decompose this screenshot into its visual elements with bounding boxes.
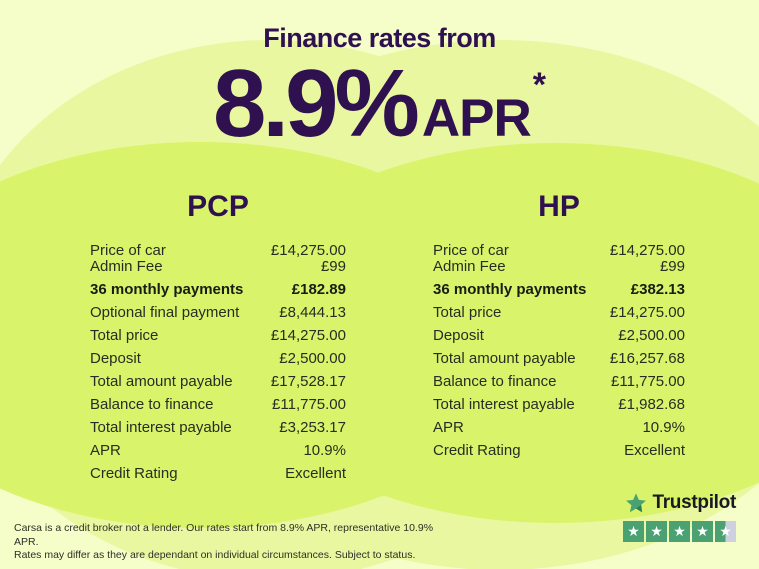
star-icon: ★ xyxy=(673,523,686,539)
row-value: £11,775.00 xyxy=(611,373,685,390)
table-row: Total amount payable £16,257.68 xyxy=(433,351,685,366)
row-label: Admin Fee xyxy=(90,258,163,275)
star-icon: ★ xyxy=(696,523,709,539)
trustpilot-star-icon xyxy=(626,493,647,513)
rate-asterisk: * xyxy=(532,66,546,104)
row-label: Optional final payment xyxy=(90,304,240,321)
table-row: Optional final payment £8,444.13 xyxy=(90,305,346,320)
table-row: Balance to finance £11,775.00 xyxy=(433,374,685,389)
table-row: Credit Rating Excellent xyxy=(433,443,685,458)
row-value: 10.9% xyxy=(642,419,685,436)
row-value: £382.13 xyxy=(630,281,685,298)
rating-star-box: ★ xyxy=(715,521,736,542)
row-value: Excellent xyxy=(285,465,346,482)
pcp-rows: Price of car £14,275.00 Admin Fee £99 36 mon… xyxy=(90,243,346,481)
disclaimer-line-1: Carsa is a credit broker not a lender. O… xyxy=(14,522,434,548)
table-row: Balance to finance £11,775.00 xyxy=(90,397,346,412)
row-value: £2,500.00 xyxy=(279,350,346,367)
table-row: Deposit £2,500.00 xyxy=(433,328,685,343)
rate-value: 8.9% xyxy=(213,50,420,157)
row-label: Price of car xyxy=(433,242,509,259)
row-label: Deposit xyxy=(433,327,484,344)
row-label: Credit Rating xyxy=(433,442,521,459)
row-value: £16,257.68 xyxy=(609,350,685,367)
pcp-title: PCP xyxy=(187,190,249,223)
row-label: 36 monthly payments xyxy=(90,281,244,298)
rating-star-box: ★ xyxy=(646,521,667,542)
headline: Finance rates from xyxy=(263,23,496,53)
pcp-finance-table: PCP Price of car £14,275.00 Admin Fee £99 36… xyxy=(90,190,346,489)
row-label: Total interest payable xyxy=(90,419,232,436)
table-row: Total interest payable £1,982.68 xyxy=(433,397,685,412)
row-value: £14,275.00 xyxy=(609,242,685,259)
trustpilot-stars: ★ ★ ★ ★ ★ xyxy=(623,521,736,542)
row-value: £1,982.68 xyxy=(618,396,685,413)
row-value: £14,275.00 xyxy=(609,304,685,321)
table-row: 36 monthly payments £382.13 xyxy=(433,282,685,297)
table-row: Total price £14,275.00 xyxy=(433,305,685,320)
row-value: £3,253.17 xyxy=(279,419,346,436)
row-value: Excellent xyxy=(624,442,685,459)
hp-finance-table: HP Price of car £14,275.00 Admin Fee £99 36 … xyxy=(433,190,685,466)
row-label: Total interest payable xyxy=(433,396,575,413)
rating-star-box: ★ xyxy=(692,521,713,542)
star-icon: ★ xyxy=(719,523,732,539)
row-label: Credit Rating xyxy=(90,465,178,482)
trustpilot-wordmark: Trustpilot xyxy=(652,492,736,513)
hp-rows: Price of car £14,275.00 Admin Fee £99 36 mon… xyxy=(433,243,685,458)
row-label: Total amount payable xyxy=(433,350,576,367)
row-label: Total amount payable xyxy=(90,373,233,390)
row-value: £11,775.00 xyxy=(272,396,346,413)
row-label: Total price xyxy=(90,327,159,344)
table-row: Price of car £14,275.00 xyxy=(433,243,685,258)
table-row: Price of car £14,275.00 xyxy=(90,243,346,258)
row-value: £2,500.00 xyxy=(618,327,685,344)
row-label: Deposit xyxy=(90,350,141,367)
table-row: Credit Rating Excellent xyxy=(90,466,346,481)
row-value: £14,275.00 xyxy=(270,242,346,259)
trustpilot-logo: Trustpilot xyxy=(623,492,736,514)
row-label: APR xyxy=(90,442,121,459)
hp-title: HP xyxy=(538,190,580,223)
trustpilot-widget[interactable]: Trustpilot ★ ★ ★ ★ ★ xyxy=(623,492,736,542)
row-value: £17,528.17 xyxy=(270,373,346,390)
row-value: £99 xyxy=(659,258,685,275)
table-row: APR 10.9% xyxy=(90,443,346,458)
row-value: £182.89 xyxy=(291,281,346,298)
background-blob-bright-right xyxy=(225,143,759,523)
table-row: Admin Fee £99 xyxy=(90,259,346,274)
rating-star-box: ★ xyxy=(623,521,644,542)
table-row: Admin Fee £99 xyxy=(433,259,685,274)
row-label: Balance to finance xyxy=(433,373,557,390)
rate-suffix: APR xyxy=(421,89,532,148)
row-label: Price of car xyxy=(90,242,166,259)
disclaimer: Carsa is a credit broker not a lender. O… xyxy=(14,522,454,563)
row-label: Total price xyxy=(433,304,502,321)
table-row: 36 monthly payments £182.89 xyxy=(90,282,346,297)
star-icon: ★ xyxy=(650,523,663,539)
table-row: Total interest payable £3,253.17 xyxy=(90,420,346,435)
star-icon: ★ xyxy=(627,523,640,539)
row-label: APR xyxy=(433,419,464,436)
rate-display: 8.9% APR * xyxy=(0,56,759,152)
disclaimer-line-2: Rates may differ as they are dependant o… xyxy=(14,549,416,561)
table-row: Deposit £2,500.00 xyxy=(90,351,346,366)
row-value: £8,444.13 xyxy=(279,304,346,321)
row-label: Admin Fee xyxy=(433,258,506,275)
rating-star-box: ★ xyxy=(669,521,690,542)
row-value: 10.9% xyxy=(303,442,346,459)
table-row: APR 10.9% xyxy=(433,420,685,435)
row-value: £14,275.00 xyxy=(270,327,346,344)
row-value: £99 xyxy=(320,258,346,275)
table-row: Total amount payable £17,528.17 xyxy=(90,374,346,389)
table-row: Total price £14,275.00 xyxy=(90,328,346,343)
row-label: Balance to finance xyxy=(90,396,214,413)
row-label: 36 monthly payments xyxy=(433,281,587,298)
